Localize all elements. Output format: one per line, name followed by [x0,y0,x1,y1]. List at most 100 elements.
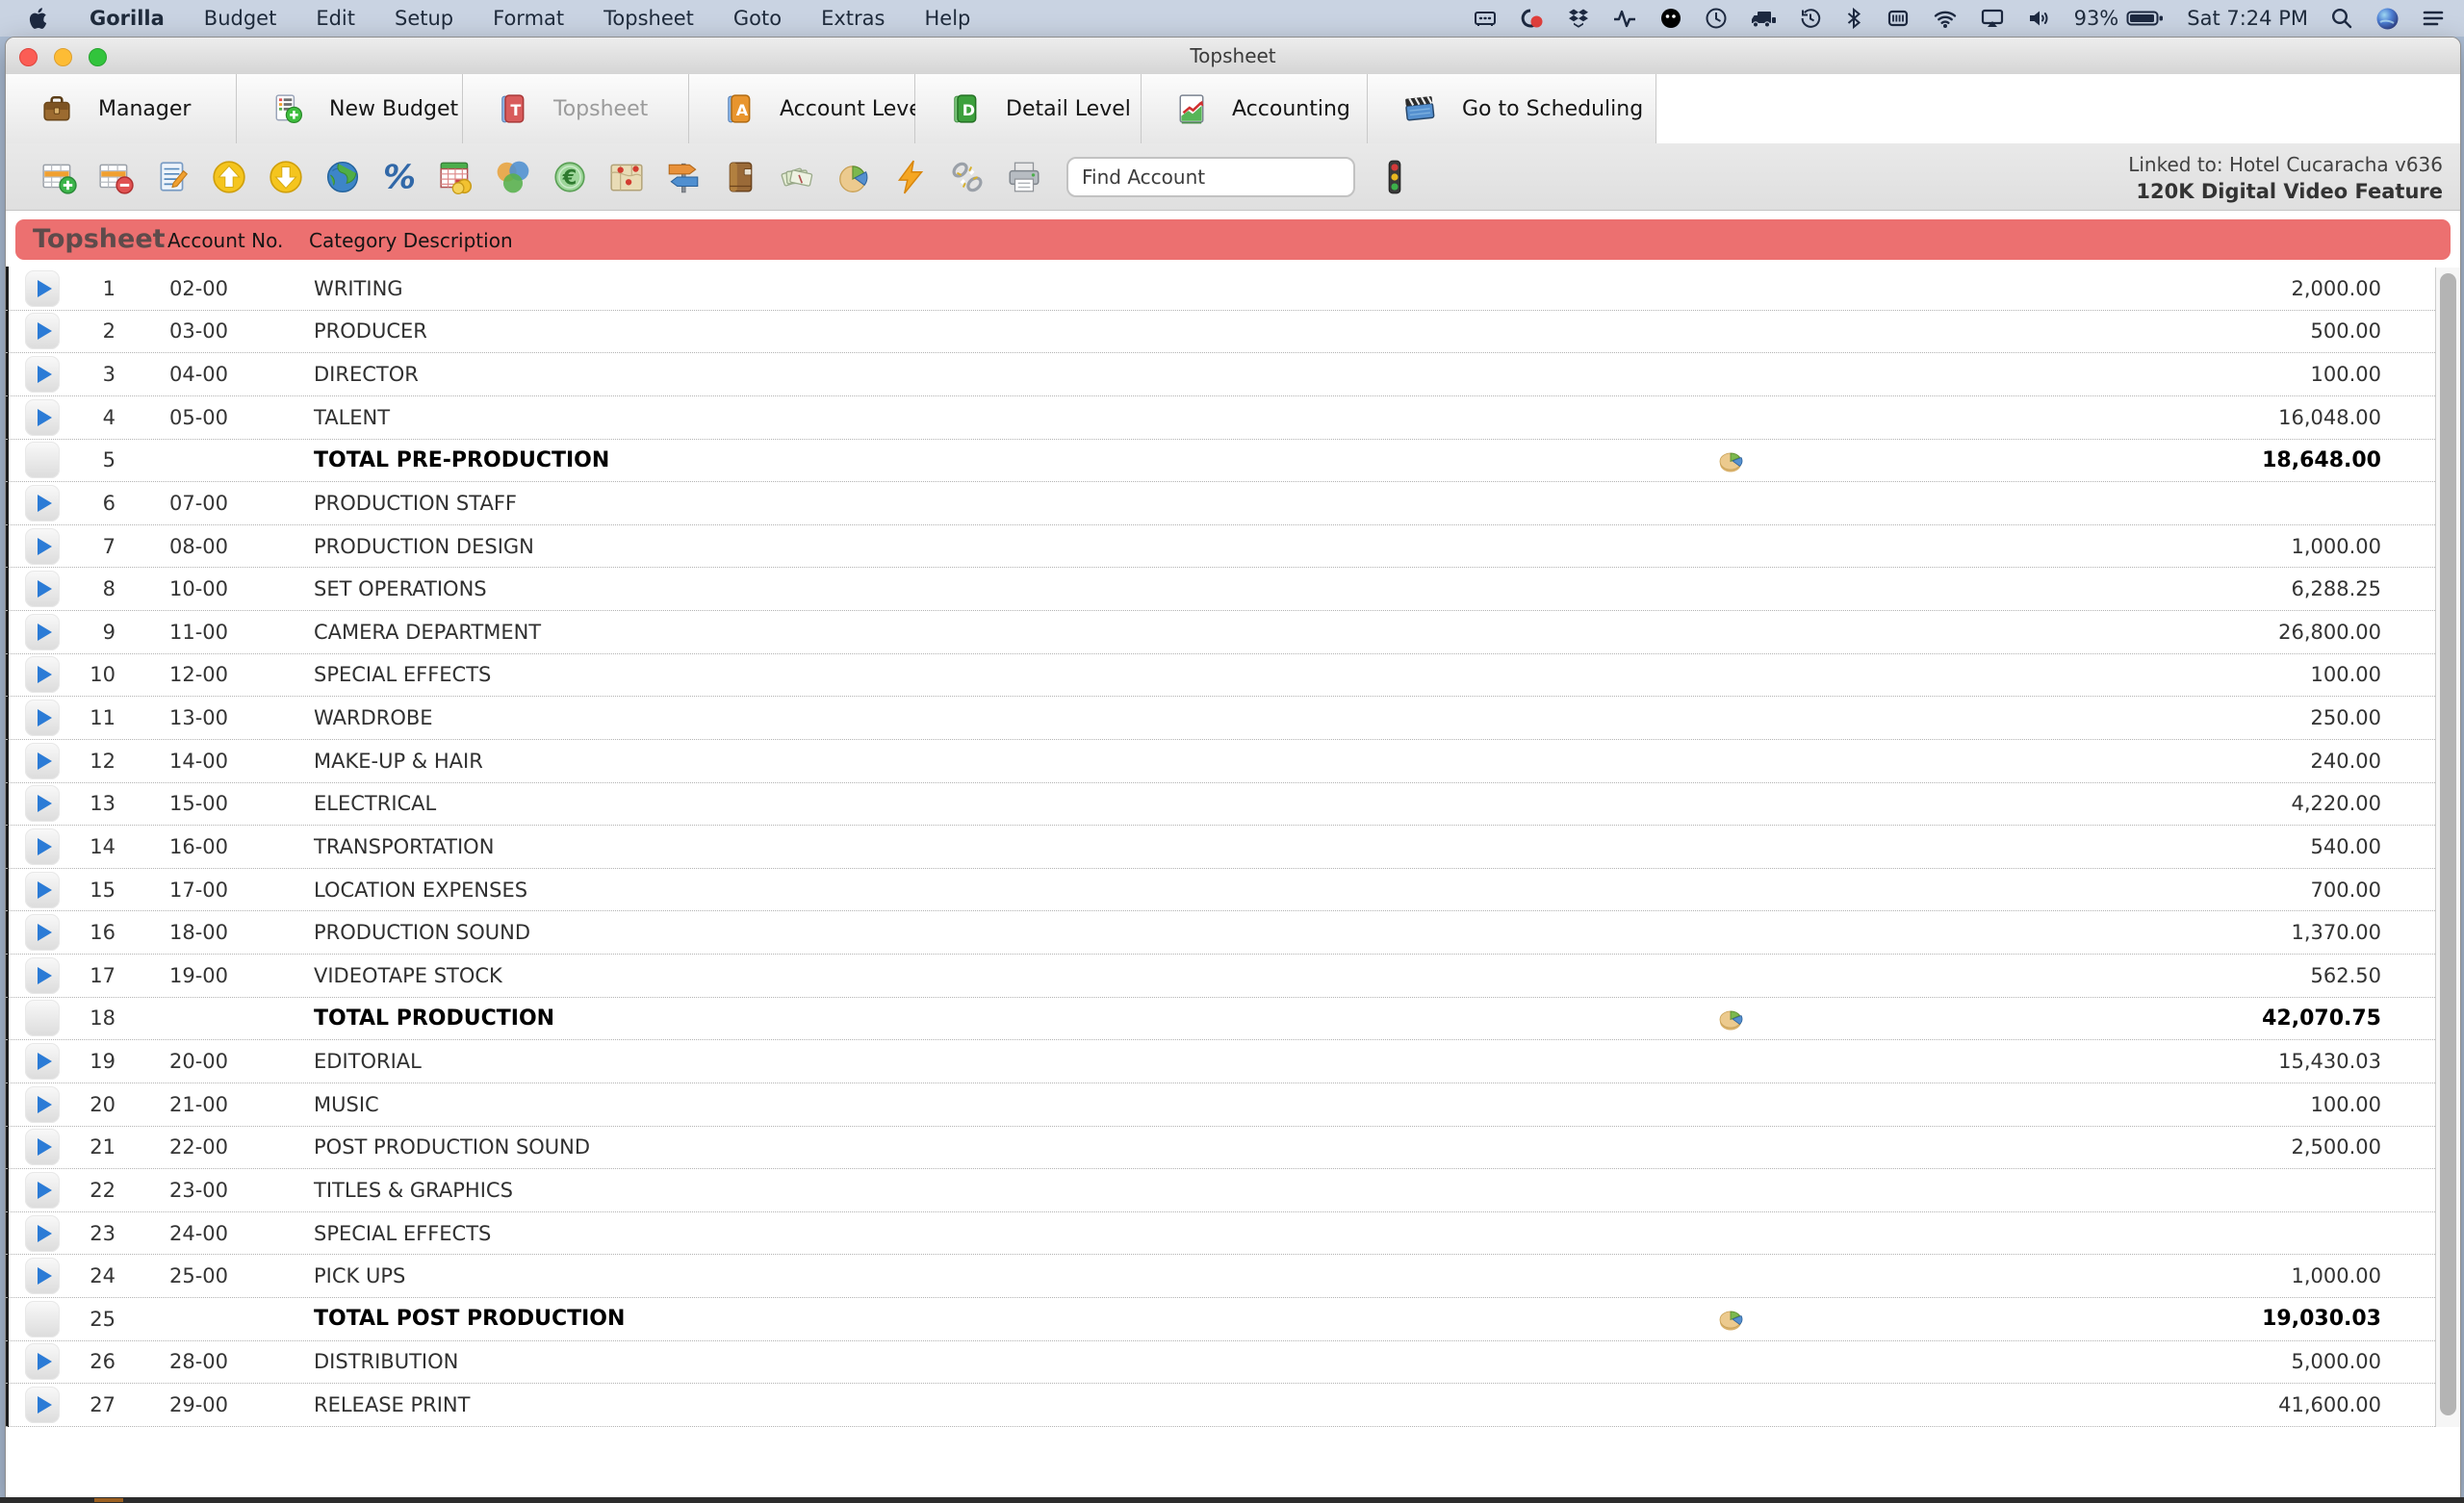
table-row[interactable]: 25 TOTAL POST PRODUCTION 19,030.03 [6,1298,2460,1341]
clock-icon[interactable] [1705,7,1728,30]
menu-item-extras[interactable]: Extras [821,7,886,30]
tab-account-level[interactable]: A Account Level [689,74,928,143]
payday-calendar-icon[interactable] [438,159,475,195]
menu-item-budget[interactable]: Budget [203,7,277,30]
table-row[interactable]: 5 TOTAL PRE-PRODUCTION 18,648.00 [6,440,2460,483]
expand-account-button[interactable] [25,269,60,307]
time-machine-icon[interactable] [1799,7,1822,30]
expand-account-button[interactable] [25,1000,60,1037]
expand-account-button[interactable] [25,914,60,952]
table-row[interactable]: 23 24-00 SPECIAL EFFECTS [6,1212,2460,1256]
table-row[interactable]: 2 03-00 PRODUCER 500.00 [6,311,2460,354]
globals-icon[interactable] [324,159,361,195]
menu-item-goto[interactable]: Goto [732,7,783,30]
expand-account-button[interactable] [25,1387,60,1424]
table-row[interactable]: 24 25-00 PICK UPS 1,000.00 [6,1255,2460,1298]
table-row[interactable]: 8 10-00 SET OPERATIONS 6,288.25 [6,568,2460,611]
expand-account-button[interactable] [25,442,60,479]
expand-account-button[interactable] [25,1085,60,1123]
table-row[interactable]: 15 17-00 LOCATION EXPENSES 700.00 [6,869,2460,912]
table-row[interactable]: 14 16-00 TRANSPORTATION 540.00 [6,826,2460,869]
lightning-icon[interactable] [892,159,929,195]
dropbox-icon[interactable] [1567,7,1590,30]
cash-icon[interactable] [779,159,815,195]
table-row[interactable]: 4 05-00 TALENT 16,048.00 [6,396,2460,440]
tab-go-to-scheduling[interactable]: Go to Scheduling [1368,74,1656,143]
table-row[interactable]: 20 21-00 MUSIC 100.00 [6,1083,2460,1127]
expand-account-button[interactable] [25,785,60,823]
pie-chart-icon[interactable] [1717,1007,1748,1035]
expand-account-button[interactable] [25,1171,60,1209]
menu-item-setup[interactable]: Setup [395,7,454,30]
expand-account-button[interactable] [25,742,60,779]
tab-detail-level[interactable]: D Detail Level [915,74,1142,143]
pie-chart-icon[interactable] [1717,449,1748,477]
table-row[interactable]: 26 28-00 DISTRIBUTION 5,000.00 [6,1341,2460,1385]
percent-icon[interactable]: % [381,159,418,195]
notes-icon[interactable] [154,159,191,195]
table-row[interactable]: 13 15-00 ELECTRICAL 4,220.00 [6,783,2460,827]
locations-map-icon[interactable] [608,159,645,195]
move-up-icon[interactable] [211,159,247,195]
wifi-icon[interactable] [1933,7,1958,30]
traffic-light-icon[interactable] [1376,159,1413,195]
expand-account-button[interactable] [25,656,60,694]
table-row[interactable]: 22 23-00 TITLES & GRAPHICS [6,1169,2460,1212]
scrollbar-thumb[interactable] [2440,273,2456,1415]
expand-account-button[interactable] [25,700,60,737]
minimize-button[interactable] [54,48,72,66]
expand-account-button[interactable] [25,871,60,908]
volume-icon[interactable] [2027,7,2052,30]
expand-account-button[interactable] [25,828,60,865]
keyboard-icon[interactable] [1473,7,1498,30]
siri-icon[interactable] [2375,7,2400,31]
module-icon[interactable] [1886,7,1911,30]
print-icon[interactable] [1006,159,1042,195]
expand-account-button[interactable] [25,1258,60,1295]
table-row[interactable]: 3 04-00 DIRECTOR 100.00 [6,353,2460,396]
signpost-icon[interactable] [665,159,702,195]
groups-icon[interactable] [495,159,531,195]
expand-account-button[interactable] [25,484,60,522]
delete-account-icon[interactable] [97,159,134,195]
screen-record-icon[interactable] [1520,7,1545,30]
break-link-icon[interactable] [949,159,986,195]
table-row[interactable]: 11 13-00 WARDROBE 250.00 [6,697,2460,740]
expand-account-button[interactable] [25,571,60,608]
table-row[interactable]: 19 20-00 EDITORIAL 15,430.03 [6,1040,2460,1083]
library-book-icon[interactable] [722,159,758,195]
face-icon[interactable] [1659,7,1682,30]
vertical-scrollbar[interactable] [2435,267,2460,1427]
menu-item-topsheet[interactable]: Topsheet [603,7,694,30]
notification-list-icon[interactable] [2422,7,2445,30]
table-row[interactable]: 1 02-00 WRITING 2,000.00 [6,267,2460,311]
menu-item-help[interactable]: Help [924,7,971,30]
table-row[interactable]: 18 TOTAL PRODUCTION 42,070.75 [6,998,2460,1041]
pie-chart-icon[interactable] [1717,1308,1748,1336]
expand-account-button[interactable] [25,313,60,350]
table-row[interactable]: 16 18-00 PRODUCTION SOUND 1,370.00 [6,911,2460,955]
pie-chart-icon[interactable] [835,159,872,195]
menu-clock[interactable]: Sat 7:24 PM [2187,7,2308,30]
expand-account-button[interactable] [25,356,60,394]
table-row[interactable]: 7 08-00 PRODUCTION DESIGN 1,000.00 [6,525,2460,569]
table-row[interactable]: 6 07-00 PRODUCTION STAFF [6,482,2460,525]
currency-euro-icon[interactable]: € [552,159,588,195]
activity-icon[interactable] [1612,7,1637,30]
battery-status[interactable]: 93% [2074,7,2166,30]
table-row[interactable]: 21 22-00 POST PRODUCTION SOUND 2,500.00 [6,1127,2460,1170]
expand-account-button[interactable] [25,1300,60,1337]
find-account-input[interactable] [1066,156,1355,197]
expand-account-button[interactable] [25,398,60,436]
expand-account-button[interactable] [25,1343,60,1381]
add-account-icon[interactable] [40,159,77,195]
table-row[interactable]: 9 11-00 CAMERA DEPARTMENT 26,800.00 [6,611,2460,654]
tab-accounting[interactable]: Accounting [1142,74,1368,143]
close-button[interactable] [19,48,38,66]
expand-account-button[interactable] [25,1129,60,1166]
tab-new-budget[interactable]: New Budget [237,74,463,143]
bluetooth-icon[interactable] [1844,7,1863,30]
truck-icon[interactable] [1750,7,1777,30]
expand-account-button[interactable] [25,613,60,650]
expand-account-button[interactable] [25,1214,60,1252]
